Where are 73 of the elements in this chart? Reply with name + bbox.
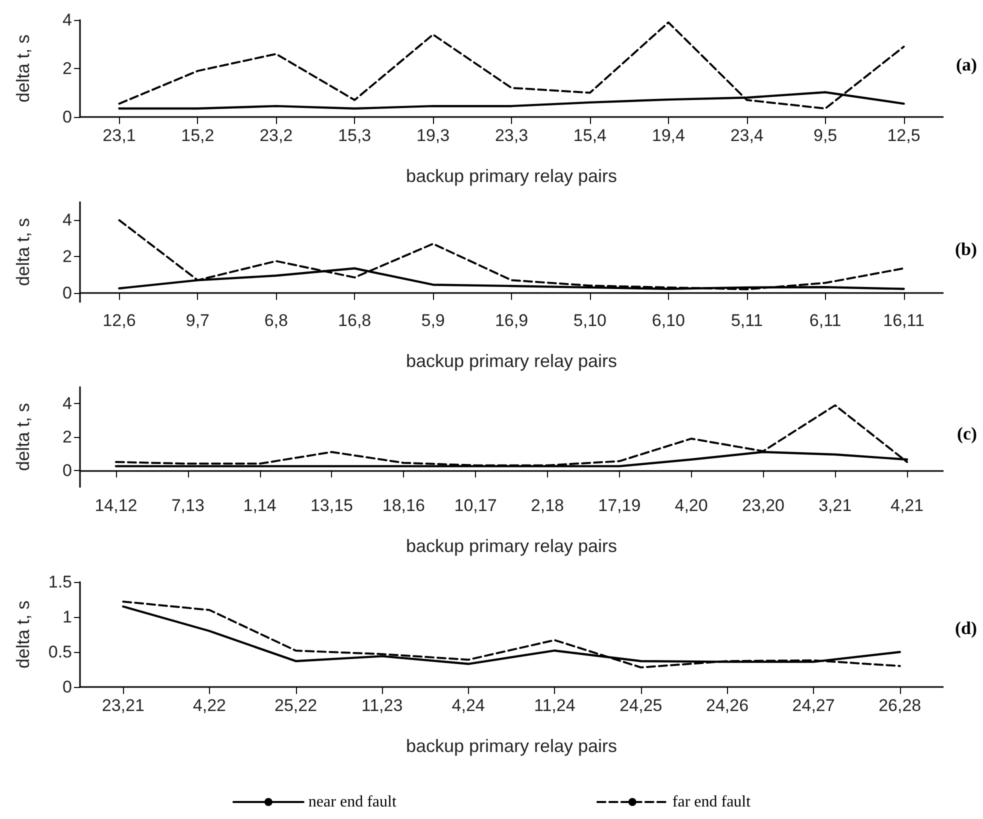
x-tick-label: 1,14 [243, 496, 276, 515]
x-tick-label: 17,19 [598, 496, 641, 515]
x-tick-label: 9,7 [186, 311, 210, 330]
y-tick-label: 4 [62, 394, 72, 414]
x-tick-label: 25,22 [274, 696, 318, 715]
y-tick-label: 4 [62, 210, 72, 230]
x-tick-label: 15,3 [338, 126, 372, 145]
x-tick-label: 4,21 [890, 496, 924, 515]
x-tick-label: 13,15 [310, 496, 353, 515]
x-tick-label: 23,3 [494, 126, 528, 145]
y-axis-title: delta t, s [13, 402, 33, 472]
x-axis-title: backup primary relay pairs [406, 736, 618, 756]
x-tick-label: 23,21 [102, 696, 144, 715]
x-tick-label: 24,27 [792, 696, 835, 715]
x-tick-label: 16,11 [883, 311, 924, 330]
x-tick-label: 23,2 [260, 126, 293, 145]
x-tick-label: 4,20 [674, 496, 708, 515]
x-tick-label: 16,8 [338, 311, 372, 330]
x-tick-label: 23,20 [742, 496, 784, 515]
y-axis-title: delta t, s [13, 34, 33, 103]
y-axis-title: delta t, s [13, 218, 33, 286]
x-tick-label: 24,25 [620, 696, 662, 715]
y-tick-label: 0 [62, 678, 72, 696]
x-tick-label: 6,8 [264, 311, 288, 330]
y-tick-label: 2 [62, 428, 72, 446]
x-tick-label: 19,3 [416, 126, 450, 145]
y-tick-label: 4 [62, 10, 72, 30]
x-tick-label: 9,5 [814, 126, 838, 145]
x-tick-label: 11,24 [534, 696, 576, 715]
y-tick-label: 1 [62, 608, 72, 626]
x-tick-label: 11,23 [361, 696, 403, 715]
x-axis-title: backup primary relay pairs [406, 536, 618, 556]
x-tick-label: 15,4 [573, 126, 606, 145]
y-tick-label: 1.5 [48, 572, 72, 592]
text: (d) [955, 618, 978, 638]
line-series [118, 219, 905, 290]
y-tick-label: 0 [62, 108, 72, 126]
x-tick-label: 3,21 [818, 496, 852, 515]
x-tick-label: 16,9 [494, 311, 528, 330]
x-tick-label: 15,2 [181, 126, 214, 145]
legend-label: far end fault [672, 794, 752, 810]
text: (a) [956, 54, 978, 74]
x-tick-label: 7,13 [171, 496, 204, 515]
x-tick-label: 10,17 [454, 496, 497, 515]
x-tick-label: 12,5 [887, 126, 920, 145]
x-tick-label: 24,26 [706, 696, 749, 715]
x-tick-label: 4,22 [192, 696, 226, 715]
x-tick-label: 23,4 [730, 126, 764, 145]
y-tick-label: 0 [62, 283, 72, 302]
x-tick-label: 12,6 [102, 311, 136, 330]
x-tick-label: 26,28 [878, 696, 922, 715]
x-tick-label: 23,1 [102, 126, 136, 145]
y-tick-label: 2 [62, 247, 72, 266]
x-tick-label: 18,16 [382, 496, 425, 515]
x-tick-label: 19,4 [652, 126, 685, 145]
x-tick-label: 6,11 [809, 311, 842, 330]
legend-label: near end fault [308, 794, 397, 810]
y-tick-label: 2 [62, 59, 72, 78]
x-tick-label: 6,10 [652, 311, 685, 330]
x-tick-label: 5,10 [573, 311, 606, 330]
y-tick-label: 0 [62, 460, 72, 480]
y-tick-label: 0.5 [48, 642, 72, 662]
x-tick-label: 5,9 [421, 311, 445, 330]
x-tick-label: 4,24 [452, 696, 485, 715]
text: (b) [955, 238, 978, 259]
x-axis-title: backup primary relay pairs [406, 351, 618, 371]
text: (c) [957, 423, 978, 444]
x-tick-label: 14,12 [94, 496, 138, 515]
line-series [118, 21, 905, 110]
x-tick-label: 5,11 [730, 311, 763, 330]
x-tick-label: 2,18 [530, 496, 564, 515]
y-axis-title: delta t, s [13, 600, 33, 669]
x-axis-title: backup primary relay pairs [406, 166, 618, 186]
